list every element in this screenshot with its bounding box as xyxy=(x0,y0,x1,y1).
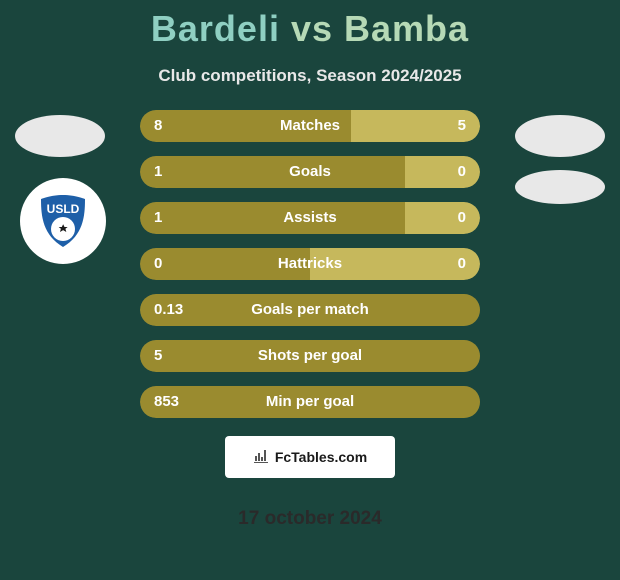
stat-bar: 10Goals xyxy=(140,156,480,188)
stat-label: Min per goal xyxy=(140,386,480,418)
stat-row: 853Min per goal xyxy=(0,386,620,418)
stat-label: Shots per goal xyxy=(140,340,480,372)
chart-icon xyxy=(253,448,269,467)
player1-club-badge: USLD xyxy=(20,178,106,264)
stats-container: 85Matches 10Goals 10Assists 00Hattricks 0.13… xyxy=(0,110,620,418)
stat-row: 0.13Goals per match xyxy=(0,294,620,326)
player2-name: Bamba xyxy=(344,8,469,49)
player1-avatar xyxy=(15,115,105,157)
brand-box[interactable]: FcTables.com xyxy=(225,436,395,478)
subtitle: Club competitions, Season 2024/2025 xyxy=(0,66,620,86)
date-label: 17 october 2024 xyxy=(0,508,620,530)
stat-label: Matches xyxy=(140,110,480,142)
vs-text: vs xyxy=(291,8,333,49)
shield-icon: USLD xyxy=(33,191,93,251)
player2-club-avatar xyxy=(515,170,605,204)
stat-bar: 10Assists xyxy=(140,202,480,234)
page-title: Bardeli vs Bamba xyxy=(0,0,620,50)
brand-label: FcTables.com xyxy=(275,449,367,465)
stat-bar: 85Matches xyxy=(140,110,480,142)
stat-row: 5Shots per goal xyxy=(0,340,620,372)
svg-text:USLD: USLD xyxy=(47,202,80,216)
stat-row: 00Hattricks xyxy=(0,248,620,280)
player2-avatar xyxy=(515,115,605,157)
stat-bar: 00Hattricks xyxy=(140,248,480,280)
stat-bar: 5Shots per goal xyxy=(140,340,480,372)
player1-name: Bardeli xyxy=(151,8,280,49)
stat-label: Assists xyxy=(140,202,480,234)
stat-label: Goals xyxy=(140,156,480,188)
stat-bar: 853Min per goal xyxy=(140,386,480,418)
stat-label: Goals per match xyxy=(140,294,480,326)
stat-bar: 0.13Goals per match xyxy=(140,294,480,326)
stat-label: Hattricks xyxy=(140,248,480,280)
